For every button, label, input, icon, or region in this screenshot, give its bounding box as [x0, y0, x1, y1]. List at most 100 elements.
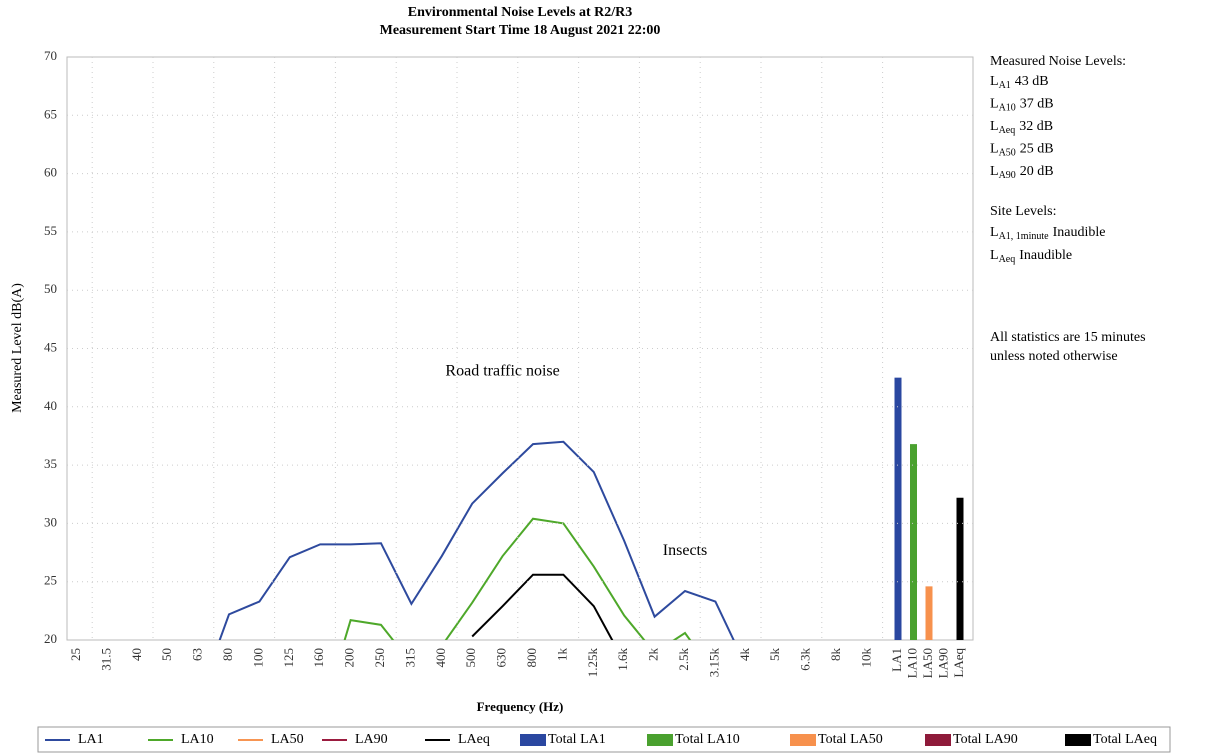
chart-subtitle: Measurement Start Time 18 August 2021 22…	[380, 23, 661, 38]
panel-item-part: L	[990, 97, 999, 112]
x-tick-label: 2.5k	[676, 648, 691, 671]
y-tick-label: 55	[44, 223, 57, 238]
y-tick-label: 40	[44, 398, 57, 413]
x-tick-label: 63	[190, 648, 205, 661]
bar	[910, 444, 917, 640]
x-tick-label: 6.3k	[798, 648, 813, 671]
panel-item: LA90 20 dB	[990, 164, 1054, 181]
x-tick-label: 1.6k	[615, 648, 630, 671]
panel-item: LA1 43 dB	[990, 74, 1049, 91]
panel-item-part: 25 dB	[1020, 142, 1054, 157]
x-tick-label: 40	[129, 648, 144, 661]
panel-note: All statistics are 15 minutes	[990, 330, 1146, 345]
panel-item-part: 37 dB	[1020, 97, 1054, 112]
x-tick-label: LA10	[904, 648, 919, 678]
line-series	[218, 440, 735, 640]
x-tick-label: 80	[220, 648, 235, 661]
legend-box	[37, 726, 1171, 753]
panel-item-part: A10	[999, 103, 1016, 114]
panel-item: LA10 37 dB	[990, 97, 1054, 114]
x-tick-label: 3.15k	[706, 648, 721, 678]
panel-item: LA1, 1minute Inaudible	[990, 225, 1105, 242]
panel-item-part: A50	[999, 148, 1016, 159]
legend-label: LA10	[181, 732, 214, 747]
panel-heading: Measured Noise Levels:	[990, 54, 1126, 69]
x-tick-label: 250	[372, 648, 387, 668]
bar	[956, 497, 964, 640]
legend-label: LA90	[355, 732, 388, 747]
y-tick-label: 60	[44, 165, 57, 180]
x-tick-label: 500	[463, 648, 478, 668]
annotation: Insects	[663, 542, 707, 559]
legend-label: Total LA90	[953, 732, 1018, 747]
x-tick-label: 200	[342, 648, 357, 668]
panel-heading: Site Levels:	[990, 204, 1057, 219]
x-tick-label: LAeq	[951, 648, 966, 678]
legend-label: LA50	[271, 732, 304, 747]
x-tick-label: 125	[281, 648, 296, 668]
panel-item-part: Aeq	[999, 254, 1016, 265]
panel-item-part: Inaudible	[1053, 225, 1106, 240]
x-tick-label: 1.25k	[585, 648, 600, 678]
line-series	[471, 573, 614, 640]
x-tick-label: 100	[250, 648, 265, 668]
y-tick-label: 20	[44, 631, 57, 646]
legend-label: Total LA50	[818, 732, 883, 747]
panel-item-part: Aeq	[999, 125, 1016, 136]
x-tick-label: 1k	[554, 648, 569, 662]
x-axis-label: Frequency (Hz)	[477, 699, 564, 714]
y-tick-label: 25	[44, 573, 57, 588]
panel-item-part: L	[990, 119, 999, 134]
panel-item-part: L	[990, 142, 999, 157]
panel-note: unless noted otherwise	[990, 349, 1118, 364]
panel-item: LAeq Inaudible	[990, 248, 1072, 265]
panel-item: LA50 25 dB	[990, 142, 1054, 159]
y-tick-label: 70	[44, 48, 57, 63]
x-tick-label: 4k	[737, 648, 752, 662]
x-tick-label: 400	[433, 648, 448, 668]
x-tick-label: LA50	[920, 648, 935, 678]
panel-item-part: 20 dB	[1020, 164, 1054, 179]
y-axis-label: Measured Level dB(A)	[10, 283, 25, 413]
panel-item-part: L	[990, 225, 999, 240]
panel-item-part: Inaudible	[1019, 248, 1072, 263]
x-tick-label: 25	[68, 648, 83, 661]
panel-item-part: A1	[999, 80, 1011, 91]
x-tick-label: 8k	[828, 648, 843, 662]
panel-item: LAeq 32 dB	[990, 119, 1053, 136]
panel-item-part: A1, 1minute	[999, 231, 1050, 242]
legend-label: Total LA1	[548, 732, 606, 747]
panel-item-part: 43 dB	[1015, 74, 1049, 89]
legend-swatch	[520, 734, 546, 746]
bar	[925, 586, 933, 640]
x-tick-label: 31.5	[98, 648, 113, 671]
y-tick-label: 30	[44, 514, 57, 529]
legend-swatch	[790, 734, 816, 746]
x-tick-label: LA1	[889, 648, 904, 672]
panel-item-part: A90	[999, 170, 1016, 181]
legend-label: Total LA10	[675, 732, 740, 747]
x-tick-label: 800	[524, 648, 539, 668]
y-tick-label: 50	[44, 281, 57, 296]
panel-item-part: L	[990, 74, 999, 89]
legend-swatch	[925, 734, 951, 746]
x-tick-label: 315	[402, 648, 417, 668]
x-tick-label: 630	[494, 648, 509, 668]
panel-item-part: L	[990, 164, 999, 179]
y-tick-label: 45	[44, 339, 57, 354]
legend-label: LAeq	[458, 732, 490, 747]
x-tick-label: 10k	[858, 648, 873, 668]
x-tick-label: 160	[311, 648, 326, 668]
legend-swatch	[1065, 734, 1091, 746]
x-tick-label: 2k	[646, 648, 661, 662]
y-tick-label: 35	[44, 456, 57, 471]
legend-label: Total LAeq	[1093, 732, 1157, 747]
chart-title: Environmental Noise Levels at R2/R3	[408, 5, 633, 20]
bar	[894, 377, 902, 640]
x-tick-label: 5k	[767, 648, 782, 662]
legend-label: LA1	[78, 732, 104, 747]
x-tick-label: LA90	[935, 648, 950, 678]
y-tick-label: 65	[44, 106, 57, 121]
annotation: Road traffic noise	[445, 362, 559, 379]
